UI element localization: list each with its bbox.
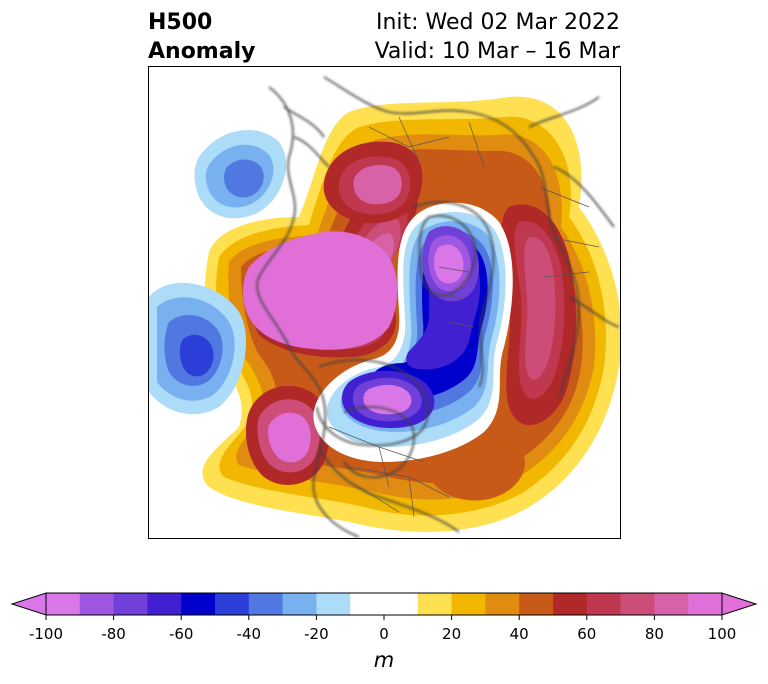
- colorbar-cell: [147, 593, 182, 615]
- chart-title-right: Init: Wed 02 Mar 2022 Valid: 10 Mar – 16…: [375, 8, 620, 66]
- colorbar-extend-low: [10, 592, 47, 616]
- colorbar-tick-label: 0: [379, 625, 389, 643]
- positive-anomaly-cores: [243, 141, 576, 501]
- colorbar-tick-label: -80: [101, 625, 126, 643]
- colorbar-cell: [248, 593, 284, 615]
- init-date: Init: Wed 02 Mar 2022: [375, 10, 620, 35]
- colorbar-cell: [519, 593, 554, 615]
- colorbar-tick-label: -40: [236, 625, 262, 643]
- negative-anomaly-field: [313, 202, 513, 462]
- colorbar-cell: [282, 593, 317, 615]
- colorbar-tick-label: 60: [577, 625, 597, 643]
- colorbar-cell: [79, 593, 115, 615]
- title-variable: H500: [148, 10, 213, 35]
- colorbar-unit: m: [373, 648, 395, 672]
- colorbar-cell: [451, 593, 486, 615]
- colorbar-tick-label: 80: [644, 625, 664, 643]
- coastlines: [256, 76, 620, 538]
- colorbar-cell: [553, 593, 588, 615]
- colorbar-cell: [485, 593, 520, 615]
- map-canvas: [149, 76, 620, 538]
- colorbar-cell: [417, 593, 453, 615]
- colorbar-tick-label: 100: [707, 625, 737, 643]
- state-borders: [328, 116, 600, 518]
- colorbar-cell: [654, 593, 689, 615]
- colorbar-cells: [46, 593, 723, 615]
- colorbar-tick-label: -20: [304, 625, 329, 643]
- chart-title-left: H500 Anomaly: [148, 8, 255, 66]
- title-field: Anomaly: [148, 39, 256, 64]
- colorbar-cell: [586, 593, 622, 615]
- colorbar-cell: [113, 593, 148, 615]
- colorbar: [10, 592, 758, 620]
- colorbar-cell: [350, 593, 419, 615]
- colorbar-tick-label: -60: [168, 625, 194, 643]
- valid-range: Valid: 10 Mar – 16 Mar: [374, 39, 620, 64]
- colorbar-cell: [215, 593, 250, 615]
- colorbar-ticks: [45, 615, 723, 620]
- anomaly-map: [148, 66, 621, 539]
- colorbar-extend-high: [721, 592, 758, 616]
- colorbar-tick-label: -100: [28, 625, 64, 643]
- colorbar-cell: [620, 593, 655, 615]
- colorbar-tick-label: 20: [442, 625, 462, 643]
- colorbar-cell: [316, 593, 351, 615]
- colorbar-cell: [688, 593, 723, 615]
- colorbar-tick-label: 40: [509, 625, 529, 643]
- colorbar-cell: [181, 593, 216, 615]
- pacific-negative-lobes: [149, 130, 287, 415]
- colorbar-cell: [46, 593, 81, 615]
